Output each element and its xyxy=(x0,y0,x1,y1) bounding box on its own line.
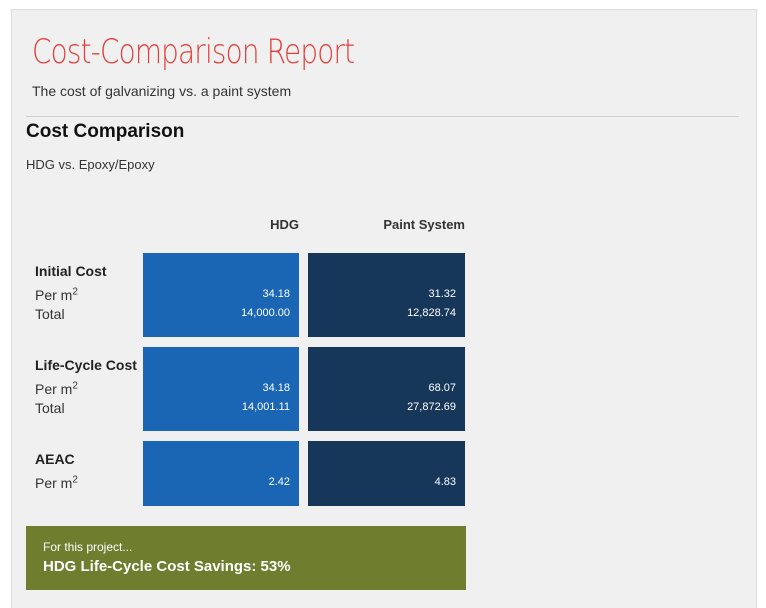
row-label-per-unit: Per m2 xyxy=(35,286,78,303)
cell-lifecycle-paint: 68.07 27,872.69 xyxy=(308,347,465,431)
row-title-initial-cost: Initial Cost xyxy=(35,263,107,279)
cell-aeac-paint: 4.83 xyxy=(308,441,465,506)
value-lifecycle-hdg-total: 14,001.11 xyxy=(241,401,290,413)
value-aeac-hdg-per: 2.42 xyxy=(268,476,290,488)
row-label-total: Total xyxy=(35,400,65,416)
value-lifecycle-paint-per: 68.07 xyxy=(428,382,456,394)
row-label-per-unit: Per m2 xyxy=(35,474,78,491)
value-initial-paint-per: 31.32 xyxy=(428,288,456,300)
row-title-aeac: AEAC xyxy=(35,451,75,467)
column-header-hdg: HDG xyxy=(270,217,299,232)
savings-headline: HDG Life-Cycle Cost Savings: 53% xyxy=(43,558,291,575)
value-initial-hdg-per: 34.18 xyxy=(262,288,290,300)
column-header-paint: Paint System xyxy=(383,217,465,232)
value-initial-hdg-total: 14,000.00 xyxy=(241,307,290,319)
report-title: Cost-Comparison Report xyxy=(32,32,355,72)
savings-lead: For this project... xyxy=(43,540,133,554)
section-title: Cost Comparison xyxy=(26,121,185,142)
section-subtitle: HDG vs. Epoxy/Epoxy xyxy=(26,157,155,172)
value-aeac-paint-per: 4.83 xyxy=(434,476,456,488)
divider xyxy=(26,116,739,117)
report-subtitle: The cost of galvanizing vs. a paint syst… xyxy=(32,83,292,99)
value-lifecycle-hdg-per: 34.18 xyxy=(262,382,290,394)
report-panel: Cost-Comparison Report The cost of galva… xyxy=(11,9,757,608)
row-label-total: Total xyxy=(35,306,65,322)
row-label-per-unit: Per m2 xyxy=(35,380,78,397)
value-initial-paint-total: 12,828.74 xyxy=(407,307,456,319)
cell-lifecycle-hdg: 34.18 14,001.11 xyxy=(143,347,299,431)
cell-aeac-hdg: 2.42 xyxy=(143,441,299,506)
value-lifecycle-paint-total: 27,872.69 xyxy=(407,401,456,413)
savings-banner: For this project... HDG Life-Cycle Cost … xyxy=(26,526,466,590)
cell-initial-hdg: 34.18 14,000.00 xyxy=(143,253,299,337)
cell-initial-paint: 31.32 12,828.74 xyxy=(308,253,465,337)
row-title-life-cycle-cost: Life-Cycle Cost xyxy=(35,357,137,373)
